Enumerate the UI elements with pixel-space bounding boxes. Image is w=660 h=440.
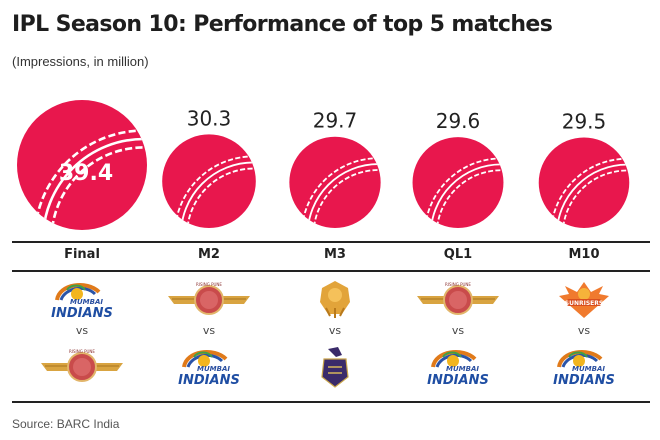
team-logo-sunrisers-hyderabad-icon: SUNRISERS (539, 278, 629, 322)
team-logo-mumbai-indians-icon: MUMBAI INDIANS (164, 345, 254, 389)
ball-circle (162, 134, 256, 228)
team-logo-rising-pune-supergiant-icon: RISING PUNE (37, 345, 127, 389)
svg-text:MUMBAI: MUMBAI (446, 365, 479, 373)
source-note: Source: BARC India (12, 417, 120, 431)
value-label: 30.3 (187, 106, 232, 130)
vs-label: vs (451, 324, 465, 337)
value-label: 29.7 (313, 109, 358, 133)
svg-text:RISING PUNE: RISING PUNE (69, 349, 95, 354)
svg-text:INDIANS: INDIANS (51, 306, 113, 321)
team-logo-kolkata-knight-riders-icon (290, 345, 380, 389)
bubble-chart: 39.4 30.3 29.7 29.6 29.5 (17, 100, 630, 230)
category-label-final: Final (64, 247, 100, 262)
team-logo-mumbai-indians-icon: MUMBAI INDIANS (37, 278, 127, 322)
ball-circle (412, 137, 504, 228)
vs-label: vs (328, 324, 342, 337)
vs-label: vs (75, 324, 89, 337)
svg-text:MUMBAI: MUMBAI (197, 365, 230, 373)
chart-subtitle: (Impressions, in million) (12, 54, 149, 69)
category-label-m3: M3 (324, 247, 346, 262)
ball-m10: 29.5 (538, 109, 630, 228)
ball-circle (289, 136, 381, 228)
svg-text:MUMBAI: MUMBAI (572, 365, 605, 373)
team-logo-rising-pune-supergiant-icon: RISING PUNE (164, 278, 254, 322)
svg-text:INDIANS: INDIANS (178, 373, 240, 388)
value-label: 29.5 (562, 109, 607, 133)
team-logo-gujarat-lions-icon (290, 278, 380, 322)
team-logo-rising-pune-supergiant-icon: RISING PUNE (413, 278, 503, 322)
category-label-m2: M2 (198, 247, 220, 262)
ball-m2: 30.3 (162, 106, 256, 228)
svg-text:MUMBAI: MUMBAI (70, 298, 103, 306)
team-logo-mumbai-indians-icon: MUMBAI INDIANS (413, 345, 503, 389)
header-rule-bottom (12, 270, 650, 272)
svg-text:RISING PUNE: RISING PUNE (445, 282, 471, 287)
vs-label: vs (202, 324, 216, 337)
chart-title: IPL Season 10: Performance of top 5 matc… (12, 12, 553, 37)
svg-text:SUNRISERS: SUNRISERS (565, 300, 603, 307)
svg-text:RISING PUNE: RISING PUNE (196, 282, 222, 287)
vs-label: vs (577, 324, 591, 337)
value-label: 39.4 (59, 161, 113, 186)
ball-circle (17, 100, 147, 230)
svg-text:INDIANS: INDIANS (553, 373, 615, 388)
svg-text:INDIANS: INDIANS (427, 373, 489, 388)
footer-rule (12, 401, 650, 403)
team-logo-mumbai-indians-icon: MUMBAI INDIANS (539, 345, 629, 389)
header-rule-top (12, 241, 650, 243)
ball-circle (538, 137, 630, 228)
category-label-m10: M10 (568, 247, 600, 262)
category-label-ql1: QL1 (443, 247, 473, 262)
value-label: 29.6 (436, 109, 481, 133)
